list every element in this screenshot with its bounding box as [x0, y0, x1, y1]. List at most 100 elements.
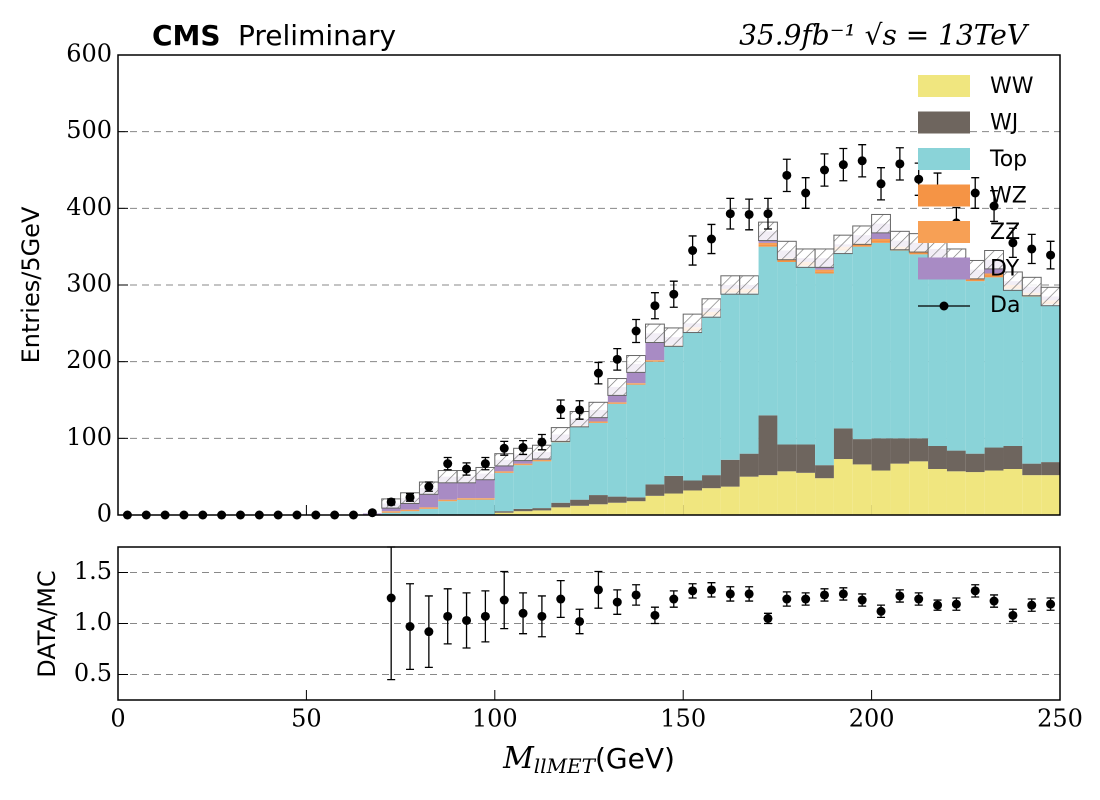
ratio-point [1008, 610, 1018, 620]
y-tick-label: 600 [66, 40, 112, 68]
x-label-sub: llMET [534, 754, 597, 778]
stack-bar [815, 478, 834, 515]
stack-bar [626, 497, 646, 502]
y-tick-label: 300 [66, 270, 112, 298]
data-point [838, 160, 848, 170]
data-point [631, 326, 641, 336]
legend-swatch [918, 221, 970, 243]
stack-bar [475, 498, 495, 500]
ratio-point [650, 610, 660, 620]
uncertainty-band [852, 225, 873, 245]
stack-bar [702, 488, 721, 515]
stack-bar [589, 423, 608, 496]
stack-bar [664, 346, 684, 476]
uncertainty-band [1040, 286, 1061, 307]
ratio-frame [117, 546, 1061, 701]
stack-bar [946, 450, 966, 472]
stack-bar [777, 444, 797, 472]
stack-bar [645, 360, 665, 361]
uncertainty-band [871, 213, 891, 234]
stack-bar [532, 510, 552, 515]
stack-bar [570, 499, 589, 506]
ratio-point [801, 594, 811, 604]
stack-bar [400, 509, 420, 511]
stack-bar [984, 273, 1004, 276]
x-tick-label: 100 [472, 705, 518, 733]
stack-bar [551, 502, 571, 508]
ratio-point [763, 613, 773, 623]
ratio-point [443, 611, 453, 621]
data-point [914, 174, 924, 184]
data-point [688, 246, 698, 255]
stack-bar [683, 480, 703, 491]
ratio-error-bar [387, 546, 396, 681]
ratio-point [612, 597, 622, 607]
ratio-point [838, 589, 848, 599]
legend: WW WJ Top WZ ZZ DY Da [918, 74, 1034, 318]
uncertainty-band [889, 230, 910, 251]
stack-bar [626, 383, 646, 384]
legend-swatch [918, 257, 970, 280]
ratio-point [744, 589, 754, 599]
stack-bar [871, 242, 891, 439]
stack-bar [513, 508, 533, 512]
stack-bar [551, 442, 571, 503]
y-axis-label: Entries/5GeV [17, 206, 45, 363]
stack-bar [494, 512, 514, 515]
stack-bar [607, 403, 627, 497]
stack-bar [720, 486, 740, 515]
stack-bar [532, 459, 552, 461]
stack-bar [1003, 469, 1023, 515]
legend-swatch [918, 184, 970, 207]
stack-bar [457, 498, 476, 500]
stack-bar [570, 505, 589, 515]
ratio-point [575, 616, 585, 626]
uncertainty-band [645, 323, 665, 344]
ratio-point [499, 595, 509, 605]
data-point [518, 443, 528, 453]
stack-bar [928, 446, 947, 469]
stack-bar [513, 465, 533, 509]
ratio-point [688, 586, 698, 596]
legend-label: WZ [990, 184, 1027, 209]
legend-swatch [918, 148, 970, 170]
stack-bar [815, 269, 834, 272]
stack-bar [965, 453, 985, 473]
legend-label: WW [990, 74, 1034, 99]
stack-bar [852, 464, 872, 515]
stack-bar [381, 511, 401, 513]
data-point [1027, 244, 1037, 254]
stack-bar [1022, 475, 1042, 515]
stack-bar [909, 438, 929, 462]
uncertainty-band [663, 327, 684, 347]
stack-bar [984, 447, 1004, 471]
stack-bar [551, 507, 571, 515]
stack-bar [438, 499, 458, 501]
stack-bar [909, 252, 929, 255]
stack-bar [871, 470, 891, 515]
stack-bar [589, 504, 608, 515]
data-point [405, 492, 415, 502]
data-point [499, 443, 509, 453]
x-tick-label: 150 [660, 705, 706, 733]
ratio-point [895, 591, 905, 601]
stack-bar [532, 460, 552, 462]
legend-label: Top [989, 147, 1027, 172]
stack-bar [513, 464, 533, 466]
x-label-unit: (GeV) [595, 742, 675, 775]
stack-bar [381, 512, 401, 515]
ratio-point [914, 594, 924, 604]
ratio-point [725, 589, 735, 599]
stack-bar [852, 246, 872, 440]
stack-bar [513, 511, 533, 515]
data-point [612, 354, 622, 364]
stack-bar [1022, 296, 1042, 464]
cms-label: CMS [152, 19, 221, 52]
x-tick-label: 250 [1037, 705, 1083, 733]
data-point [650, 301, 660, 311]
data-point [725, 209, 735, 219]
stack-bar [758, 244, 778, 247]
stack-bar [1003, 288, 1023, 446]
stack-bar [532, 461, 552, 509]
